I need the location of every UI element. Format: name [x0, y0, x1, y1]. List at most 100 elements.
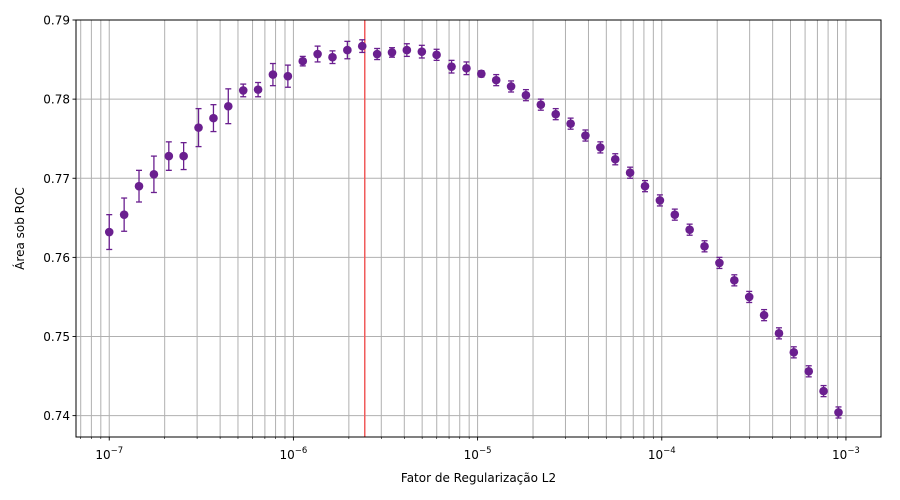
data-point — [164, 141, 174, 171]
data-point — [596, 141, 605, 154]
point-marker — [313, 49, 322, 59]
data-point — [655, 194, 665, 207]
point-marker — [610, 154, 620, 164]
point-marker — [521, 90, 531, 100]
point-marker — [357, 41, 367, 51]
point-marker — [223, 101, 233, 111]
point-marker — [134, 181, 144, 191]
point-marker — [685, 225, 694, 234]
y-axis-label: Área sob ROC — [12, 187, 27, 270]
y-tick-label: 0.78 — [43, 93, 70, 107]
y-tick-label: 0.75 — [43, 330, 70, 344]
data-point — [521, 88, 531, 102]
data-point — [417, 44, 427, 59]
point-marker — [328, 52, 337, 62]
data-point — [268, 62, 278, 87]
point-marker — [238, 86, 248, 95]
data-point — [551, 107, 561, 121]
data-point — [730, 274, 739, 287]
point-marker — [164, 151, 174, 161]
data-point — [343, 40, 352, 60]
point-marker — [194, 123, 203, 132]
point-marker — [715, 258, 724, 268]
data-point — [134, 169, 144, 203]
point-marker — [700, 242, 709, 251]
data-point — [715, 256, 724, 270]
data-point — [759, 308, 769, 322]
data-point — [834, 406, 843, 419]
point-marker — [640, 181, 650, 191]
data-point — [119, 197, 129, 232]
point-marker — [819, 386, 828, 396]
data-point — [491, 73, 501, 87]
y-tick-label: 0.76 — [43, 251, 70, 265]
x-tick-label: 10−7 — [95, 446, 123, 462]
point-marker — [417, 47, 427, 56]
point-marker — [536, 100, 546, 109]
x-axis-label: Fator de Regularização L2 — [401, 471, 556, 485]
data-point — [670, 208, 680, 221]
data-point — [432, 48, 441, 62]
data-point — [313, 45, 322, 63]
x-tick-label: 10−3 — [832, 446, 860, 462]
axis-ticks: 0.74 0.75 0.76 0.77 0.78 0.79 10−7 10−6 10−5 10−4… — [43, 14, 860, 463]
point-marker — [119, 210, 129, 219]
data-point — [700, 240, 709, 253]
point-marker — [387, 48, 397, 57]
data-point — [566, 117, 575, 130]
data-point — [447, 59, 456, 74]
data-point — [685, 223, 694, 236]
data-point — [179, 141, 188, 171]
point-marker — [744, 292, 754, 302]
point-marker — [447, 62, 456, 71]
point-marker — [655, 196, 665, 205]
point-marker — [477, 69, 486, 79]
point-marker — [104, 227, 114, 237]
data-point — [328, 50, 337, 65]
point-marker — [402, 45, 412, 55]
data-point — [298, 55, 308, 67]
point-marker — [491, 75, 501, 85]
data-point — [744, 290, 754, 304]
data-point — [789, 346, 799, 359]
point-marker — [774, 329, 784, 338]
data-point — [610, 153, 620, 166]
data-point — [774, 327, 784, 340]
data-point — [194, 107, 203, 148]
point-marker — [432, 50, 441, 60]
data-point — [819, 384, 828, 398]
data-point — [640, 179, 650, 193]
data-point — [387, 47, 397, 58]
point-marker — [179, 151, 188, 161]
data-point — [477, 69, 486, 79]
point-marker — [298, 56, 308, 66]
point-marker — [149, 169, 159, 179]
point-marker — [283, 71, 293, 81]
point-marker — [670, 210, 680, 219]
data-point — [253, 81, 263, 98]
y-tick-label: 0.77 — [43, 172, 70, 186]
point-marker — [462, 63, 471, 73]
data-point — [223, 88, 233, 125]
point-marker — [759, 310, 769, 320]
point-marker — [506, 82, 516, 91]
point-marker — [625, 168, 635, 178]
point-marker — [804, 367, 814, 376]
data-point — [104, 214, 114, 251]
point-marker — [268, 70, 278, 79]
x-tick-label: 10−4 — [648, 446, 676, 462]
point-marker — [730, 276, 739, 285]
point-marker — [581, 131, 590, 140]
y-tick-label: 0.74 — [43, 409, 70, 423]
point-marker — [551, 109, 561, 119]
data-point — [149, 155, 159, 194]
data-point — [581, 129, 590, 142]
point-marker — [253, 85, 263, 94]
y-tick-label: 0.79 — [43, 14, 70, 28]
x-tick-label: 10−6 — [280, 446, 308, 462]
point-marker — [566, 119, 575, 128]
point-marker — [343, 45, 352, 55]
data-point — [402, 43, 412, 58]
point-marker — [789, 348, 799, 357]
plot-frame — [75, 19, 882, 438]
